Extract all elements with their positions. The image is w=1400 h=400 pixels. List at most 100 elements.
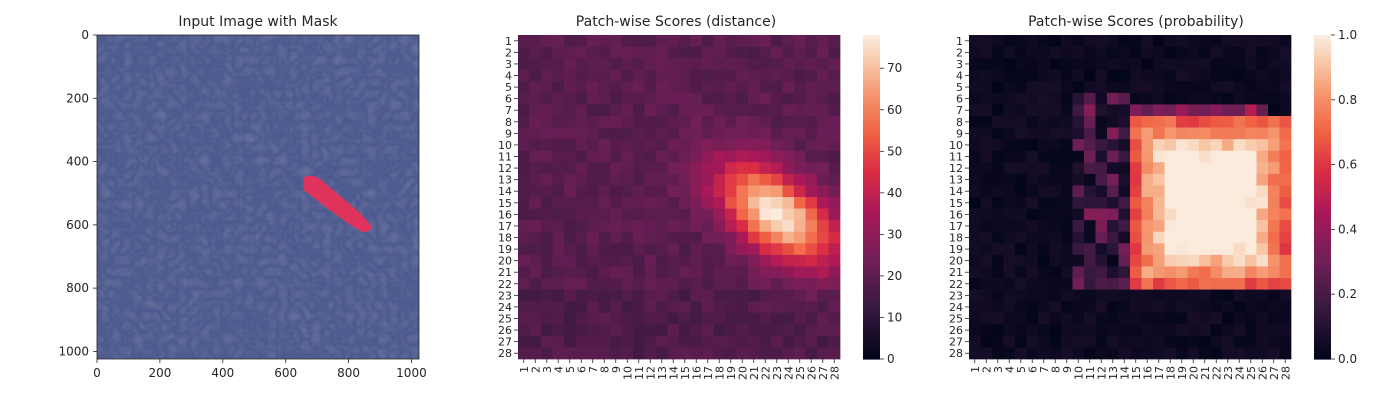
heatmap-cell [759, 58, 772, 71]
heatmap-cell [702, 197, 714, 209]
y-tick-label: 23 [498, 289, 512, 302]
heatmap-cell [1233, 266, 1246, 279]
heatmap-cell [564, 301, 576, 314]
heatmap-cell [992, 92, 1004, 105]
heatmap-cell [1164, 197, 1177, 209]
x-tick-label: 18 [1164, 366, 1177, 380]
colorbar-segment [863, 326, 880, 332]
heatmap-cell [1130, 289, 1142, 302]
heatmap-cell [771, 220, 783, 233]
heatmap-cell [1222, 335, 1234, 348]
heatmap-cell [1026, 150, 1039, 163]
heatmap-cell [713, 92, 726, 105]
heatmap-cell [1279, 46, 1292, 59]
heatmap-cell [1072, 301, 1085, 314]
heatmap-cell [621, 289, 634, 302]
colorbar-segment [863, 184, 880, 190]
heatmap-cell [748, 116, 760, 128]
heatmap-cell [518, 347, 530, 360]
heatmap-cell [1072, 116, 1085, 128]
x-tick-label: 4 [1003, 366, 1016, 373]
heatmap-cell [1256, 266, 1269, 279]
heatmap-cell [1176, 81, 1188, 94]
colorbar-segment [1314, 217, 1331, 222]
heatmap-cell [518, 312, 530, 325]
heatmap-cell [759, 231, 772, 244]
heatmap-cell [817, 231, 829, 244]
x-tick-label: 7 [587, 366, 600, 373]
colorbar-segment [863, 330, 880, 336]
y-tick-label: 1 [505, 35, 512, 48]
heatmap-cell [992, 278, 1004, 290]
x-tick-label: 7 [1038, 366, 1051, 373]
colorbar-segment [863, 334, 880, 340]
heatmap-cell [759, 185, 772, 198]
heatmap-cell [1095, 289, 1108, 302]
heatmap-cell [644, 312, 657, 325]
heatmap-cell [1038, 243, 1050, 256]
heatmap-cell [1222, 231, 1234, 244]
colorbar-segment [1314, 164, 1331, 170]
colorbar-segment [1314, 83, 1331, 89]
heatmap-cell [725, 335, 737, 348]
heatmap-cell [748, 127, 760, 140]
heatmap-cell [1233, 324, 1246, 337]
heatmap-cell [1107, 139, 1119, 152]
heatmap-cell [679, 197, 691, 209]
heatmap-cell [1084, 231, 1096, 244]
heatmap-cell [610, 104, 622, 117]
heatmap-cell [702, 266, 714, 279]
heatmap-cell [1256, 173, 1269, 186]
heatmap-cell [1015, 324, 1027, 337]
heatmap-cell [828, 162, 841, 175]
heatmap-cell [1245, 208, 1257, 221]
heatmap-cell [1176, 208, 1188, 221]
heatmap-cell [980, 46, 993, 59]
heatmap-cell [1026, 81, 1039, 94]
heatmap-cell [794, 104, 806, 117]
heatmap-cell [759, 197, 772, 209]
heatmap-cell [1199, 139, 1211, 152]
heatmap-cell [1233, 173, 1246, 186]
heatmap-cell [1233, 127, 1246, 140]
colorbar-segment [863, 278, 880, 283]
x-tick-label: 10 [1072, 366, 1085, 380]
colorbar-segment [1314, 63, 1331, 68]
heatmap-cell [992, 324, 1004, 337]
heatmap-cell [817, 162, 829, 175]
heatmap-cell [713, 58, 726, 71]
heatmap-cell [1026, 208, 1039, 221]
heatmap-cell [598, 150, 611, 163]
heatmap-cell [644, 81, 657, 94]
heatmap-cell [633, 312, 645, 325]
heatmap-cell [541, 104, 553, 117]
heatmap-cell [575, 324, 588, 337]
colorbar-segment [1314, 132, 1331, 137]
heatmap-cell [1233, 231, 1246, 244]
heatmap-cell [1233, 92, 1246, 105]
colorbar-segment [1314, 103, 1331, 109]
heatmap-cell [529, 58, 542, 71]
heatmap-cell [782, 173, 795, 186]
heatmap-cell [1199, 347, 1211, 360]
heatmap-cell [1130, 92, 1142, 105]
heatmap-cell [1038, 35, 1050, 47]
heatmap-cell [828, 278, 841, 290]
heatmap-cell [1141, 185, 1154, 198]
heatmap-cell [644, 150, 657, 163]
heatmap-cell [656, 266, 668, 279]
heatmap-cell [633, 173, 645, 186]
heatmap-cell [1245, 35, 1257, 47]
heatmap-cell [828, 92, 841, 105]
heatmap-cell [679, 278, 691, 290]
x-tick-label: 3 [992, 366, 1005, 373]
heatmap-cell [575, 266, 588, 279]
heatmap-cell [621, 173, 634, 186]
heatmap-cell [667, 278, 680, 290]
heatmap-cell [518, 208, 530, 221]
heatmap-cell [667, 208, 680, 221]
heatmap-cell [1268, 127, 1280, 140]
heatmap-cell [1049, 150, 1062, 163]
heatmap-cell [1256, 139, 1269, 152]
heatmap-cell [805, 347, 818, 360]
